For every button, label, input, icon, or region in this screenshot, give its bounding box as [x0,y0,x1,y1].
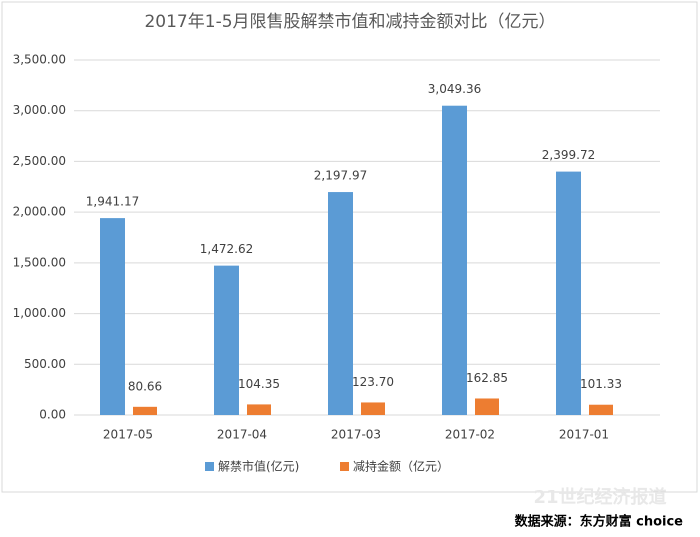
legend-swatch [340,462,349,471]
x-tick-label: 2017-02 [445,428,495,442]
legend-swatch [205,462,214,471]
watermark: 21世纪经济报道 [533,486,666,508]
legend-label: 解禁市值(亿元) [218,459,299,474]
chart-title: 2017年1-5月限售股解禁市值和减持金额对比（亿元） [144,12,555,32]
y-tick-label: 2,500.00 [13,154,66,168]
y-tick-label: 3,500.00 [13,53,66,67]
x-tick-label: 2017-01 [559,428,609,442]
data-label: 80.66 [128,379,162,393]
data-label: 1,941.17 [86,195,139,209]
bar [100,218,125,415]
data-label: 2,197.97 [314,169,367,183]
bar [133,406,157,415]
x-tick-label: 2017-04 [217,428,267,442]
bar [475,398,499,415]
y-tick-label: 2,000.00 [13,205,66,219]
bar [556,171,581,415]
x-tick-label: 2017-05 [103,428,153,442]
data-label: 2,399.72 [542,148,595,162]
data-label: 3,049.36 [428,82,481,96]
data-label: 101.33 [580,377,622,391]
legend-label: 减持金额（亿元） [353,459,449,474]
y-tick-label: 3,000.00 [13,103,66,117]
source: 数据来源：东方财富 choice [515,514,684,530]
data-label: 162.85 [466,371,508,385]
data-label: 1,472.62 [200,242,253,256]
bar [328,192,353,415]
bar [442,105,467,416]
y-tick-label: 0.00 [39,408,66,422]
data-label: 123.70 [352,375,394,389]
y-tick-label: 500.00 [24,357,66,371]
y-tick-label: 1,000.00 [13,306,66,320]
bar [589,404,613,415]
bar [214,265,239,415]
bar [361,402,385,415]
x-tick-label: 2017-03 [331,428,381,442]
y-tick-label: 1,500.00 [13,255,66,269]
bar [247,404,271,415]
data-label: 104.35 [238,377,280,391]
